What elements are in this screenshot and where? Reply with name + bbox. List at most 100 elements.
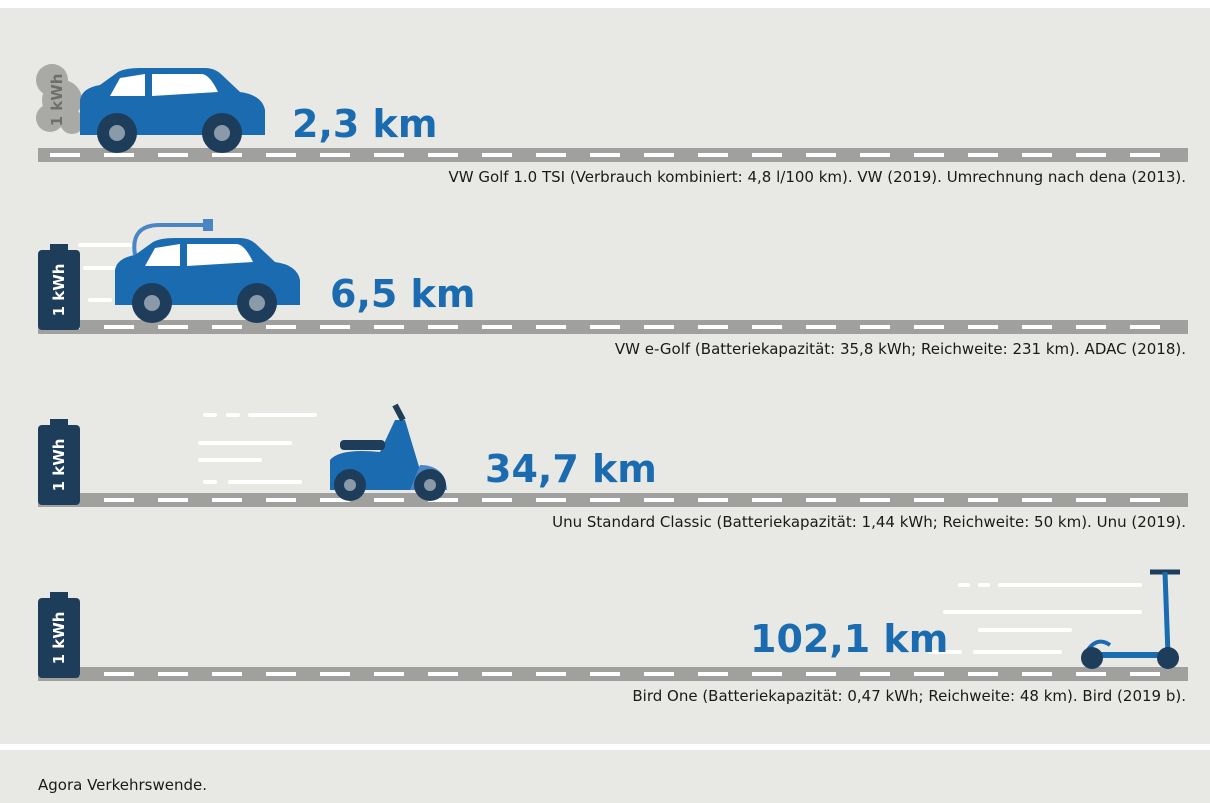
road-dash (806, 325, 836, 329)
road-dash (104, 672, 134, 676)
battery-cap (50, 419, 68, 427)
source: VW Golf 1.0 TSI (Verbrauch kombiniert: 4… (448, 168, 1186, 186)
road-dash (536, 153, 566, 157)
energy-label: 1 kWh (50, 264, 68, 317)
road-dash (320, 325, 350, 329)
road-dash (806, 672, 836, 676)
road-dash (860, 325, 890, 329)
speed-lines (198, 413, 317, 484)
road-dash (1022, 672, 1052, 676)
speed-lines (78, 243, 132, 302)
road-dash (50, 153, 80, 157)
car-icon (80, 68, 265, 153)
road-dash (212, 498, 242, 502)
road-dash (1076, 325, 1106, 329)
road-dash (374, 325, 404, 329)
road-dash (266, 672, 296, 676)
road-dash (860, 153, 890, 157)
road-dash (428, 498, 458, 502)
road-dash (914, 153, 944, 157)
road-dash (752, 498, 782, 502)
road-dash (104, 325, 134, 329)
road-dash (914, 325, 944, 329)
road-dash (320, 498, 350, 502)
road-dash (1130, 153, 1160, 157)
distance: 2,3 km (292, 102, 437, 146)
road-dash (266, 498, 296, 502)
distance: 6,5 km (330, 272, 475, 316)
road-dash (644, 153, 674, 157)
road-dash (482, 153, 512, 157)
road-dash (1076, 498, 1106, 502)
road-dash (266, 153, 296, 157)
road-dash (1076, 153, 1106, 157)
road-dash (266, 325, 296, 329)
source: VW e-Golf (Batteriekapazität: 35,8 kWh; … (615, 340, 1186, 358)
battery (38, 598, 80, 678)
road-dash (1130, 325, 1160, 329)
road-dash (968, 498, 998, 502)
road-dash (158, 325, 188, 329)
source: Unu Standard Classic (Batteriekapazität:… (552, 513, 1186, 531)
road-dash (698, 153, 728, 157)
road-dash (968, 153, 998, 157)
road-dash (536, 498, 566, 502)
road-dash (428, 153, 458, 157)
kick-scooter-icon (1081, 569, 1180, 669)
road-dash (374, 498, 404, 502)
road-dash (482, 325, 512, 329)
road-dash (320, 153, 350, 157)
road-dash (158, 672, 188, 676)
road-dash (104, 153, 134, 157)
battery-cap (50, 592, 68, 600)
road-dash (536, 325, 566, 329)
road-dash (590, 672, 620, 676)
road-dash (1022, 153, 1052, 157)
moped-icon (330, 403, 447, 501)
road-dash (644, 498, 674, 502)
road-dash (158, 153, 188, 157)
speed-lines (928, 583, 1142, 654)
footer-bg (0, 750, 1210, 803)
distance: 34,7 km (485, 447, 657, 491)
energy-label: 1 kWh (48, 74, 66, 127)
road-dash (752, 153, 782, 157)
road-dash (104, 498, 134, 502)
road-dash (968, 325, 998, 329)
road-dash (698, 672, 728, 676)
road-dash (482, 672, 512, 676)
road-dash (482, 498, 512, 502)
battery-cap (50, 244, 68, 252)
road-dash (752, 325, 782, 329)
footer: Agora Verkehrswende. (38, 776, 207, 794)
battery (38, 250, 80, 330)
road-dash (374, 672, 404, 676)
road-dash (1130, 672, 1160, 676)
road-dash (1022, 325, 1052, 329)
road-dash (590, 153, 620, 157)
road-dash (914, 672, 944, 676)
exhaust-cloud (36, 64, 84, 134)
road-dash (644, 672, 674, 676)
road-dash (428, 672, 458, 676)
road-dash (212, 325, 242, 329)
energy-label: 1 kWh (50, 439, 68, 492)
road-dash (860, 498, 890, 502)
road-dash (1130, 498, 1160, 502)
road-dash (752, 672, 782, 676)
road-dash (212, 672, 242, 676)
source: Bird One (Batteriekapazität: 0,47 kWh; R… (632, 687, 1186, 705)
road-dash (212, 153, 242, 157)
e-car-icon (115, 219, 300, 323)
road-dash (1076, 672, 1106, 676)
road-dash (806, 498, 836, 502)
road-dash (914, 498, 944, 502)
energy-label: 1 kWh (50, 612, 68, 665)
road-dash (698, 325, 728, 329)
road-dash (590, 498, 620, 502)
road-dash (320, 672, 350, 676)
road-dash (158, 498, 188, 502)
road-dash (1022, 498, 1052, 502)
road-dash (428, 325, 458, 329)
